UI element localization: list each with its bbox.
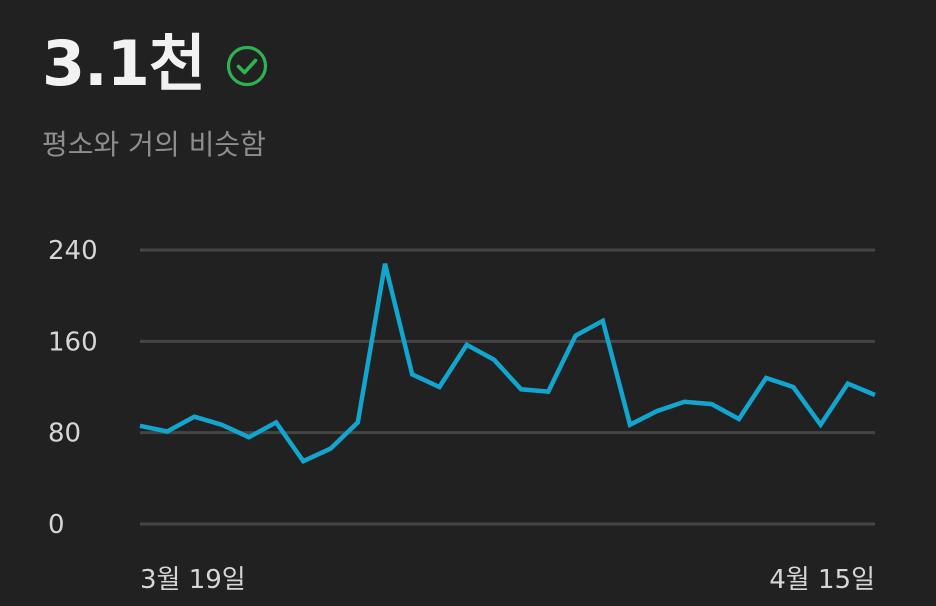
- comparison-subtitle: 평소와 거의 비슷함: [42, 128, 266, 161]
- x-axis-ticks: 3월 19일 4월 15일: [140, 565, 875, 595]
- series-line-0: [139, 263, 876, 465]
- check-circle-icon: [226, 45, 267, 87]
- y-tick-label: 0: [48, 510, 65, 540]
- y-tick-label: 160: [48, 327, 98, 357]
- headline: 3.1천: [42, 22, 269, 106]
- x-tick-label-start: 3월 19일: [140, 565, 246, 595]
- series-layer: [139, 263, 876, 465]
- y-tick-label: 80: [48, 419, 81, 449]
- metric-value: 3.1천: [42, 27, 206, 100]
- grid-lines: [140, 248, 875, 526]
- y-axis-ticks: 0 80 160 240: [48, 236, 98, 540]
- y-tick-label: 240: [48, 236, 98, 266]
- x-tick-label-end: 4월 15일: [769, 565, 875, 595]
